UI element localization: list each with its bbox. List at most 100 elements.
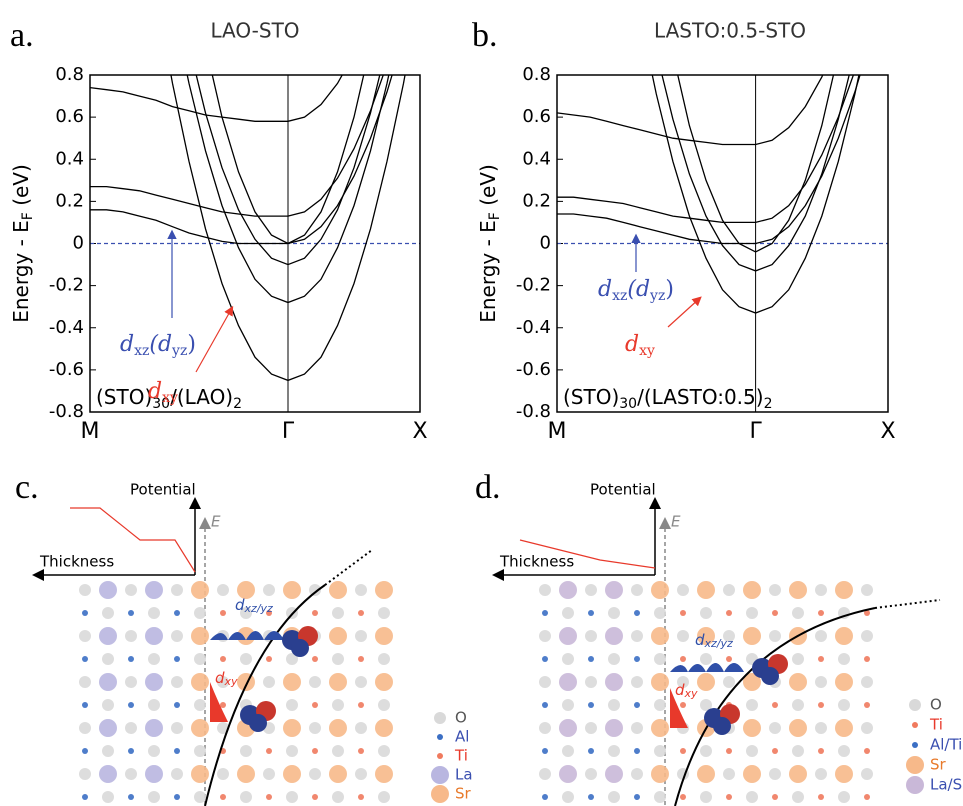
thickness-label: Thickness (499, 553, 574, 571)
state-sub: xy (684, 687, 699, 700)
band-line (651, 75, 860, 314)
legend-label: Al (455, 728, 469, 746)
atom (332, 745, 344, 757)
atom (125, 584, 137, 596)
atom (864, 748, 870, 754)
potential-label: Potential (590, 481, 656, 499)
atom (723, 676, 735, 688)
y-axis-label: Energy - EF (eV) (476, 164, 504, 323)
atom (559, 627, 577, 645)
atom (743, 627, 761, 645)
atom (746, 607, 758, 619)
atom (792, 699, 804, 711)
atom (677, 676, 689, 688)
atom (835, 581, 853, 599)
y-tick-label: 0.8 (522, 64, 551, 85)
atom (99, 765, 117, 783)
atom (191, 765, 209, 783)
atom (329, 627, 347, 645)
atom (608, 653, 620, 665)
atom (220, 610, 226, 616)
atom (79, 768, 91, 780)
atom (332, 607, 344, 619)
atom (358, 702, 364, 708)
atom (378, 653, 390, 665)
atom (128, 748, 134, 754)
atom (654, 653, 666, 665)
atom (283, 719, 301, 737)
thickness-label: Thickness (39, 553, 114, 571)
atom (82, 656, 88, 662)
atom (789, 673, 807, 691)
atom (726, 610, 732, 616)
atom (677, 584, 689, 596)
atom (634, 656, 640, 662)
state-sub: yz (171, 343, 187, 359)
atom (220, 702, 226, 708)
state-close: ) (187, 332, 196, 357)
atom (585, 768, 597, 780)
atom (191, 581, 209, 599)
atom (237, 765, 255, 783)
atom (726, 794, 732, 800)
state-sub: xz (612, 288, 627, 304)
atom (312, 702, 318, 708)
y-axis-label: Energy - EF (eV) (9, 164, 37, 323)
orbital (249, 714, 267, 732)
chart-title: LASTO:0.5-STO (654, 19, 806, 43)
curve-extension (324, 549, 373, 586)
atom (700, 699, 712, 711)
atom (746, 791, 758, 803)
legend-swatch (912, 722, 918, 728)
atom (99, 673, 117, 691)
atom (608, 607, 620, 619)
atom (654, 745, 666, 757)
panel-label: b. (472, 17, 498, 54)
annotation-part: 2 (764, 396, 773, 412)
atom (286, 653, 298, 665)
y-tick-label: 0.8 (55, 64, 84, 85)
atom (355, 722, 367, 734)
atom (79, 630, 91, 642)
atom (82, 702, 88, 708)
atom (654, 607, 666, 619)
y-label-suffix: (eV) (476, 164, 500, 212)
y-tick-label: 0.4 (522, 148, 551, 169)
atom (697, 627, 715, 645)
y-tick-label: 0.6 (522, 106, 551, 127)
atom (697, 673, 715, 691)
y-label-sub: F (20, 212, 36, 220)
atom (651, 673, 669, 691)
state-label: dxz(dyz) (598, 277, 674, 304)
atom (651, 765, 669, 783)
atom (605, 581, 623, 599)
atom (128, 610, 134, 616)
atom (312, 656, 318, 662)
state-label: dxz(dyz) (120, 332, 196, 359)
atom (191, 627, 209, 645)
state-sub: yz (649, 288, 665, 304)
band-line (90, 75, 343, 122)
legend-swatch (909, 699, 921, 711)
atom (174, 794, 180, 800)
legend-swatch (906, 756, 924, 774)
atom (378, 607, 390, 619)
atom (539, 768, 551, 780)
atom (191, 719, 209, 737)
atom (838, 791, 850, 803)
atom (358, 656, 364, 662)
atom (651, 581, 669, 599)
atom (79, 584, 91, 596)
atom (375, 765, 393, 783)
legend-label: O (930, 696, 942, 714)
state-sub: xz/yz (704, 637, 733, 650)
atom (861, 676, 873, 688)
chart-title: LAO-STO (210, 19, 299, 43)
atom (559, 673, 577, 691)
panel-label: a. (10, 17, 34, 54)
atom (309, 722, 321, 734)
state-symbol: d (148, 379, 162, 404)
atom (329, 719, 347, 737)
atom (864, 656, 870, 662)
band-line (90, 75, 393, 245)
